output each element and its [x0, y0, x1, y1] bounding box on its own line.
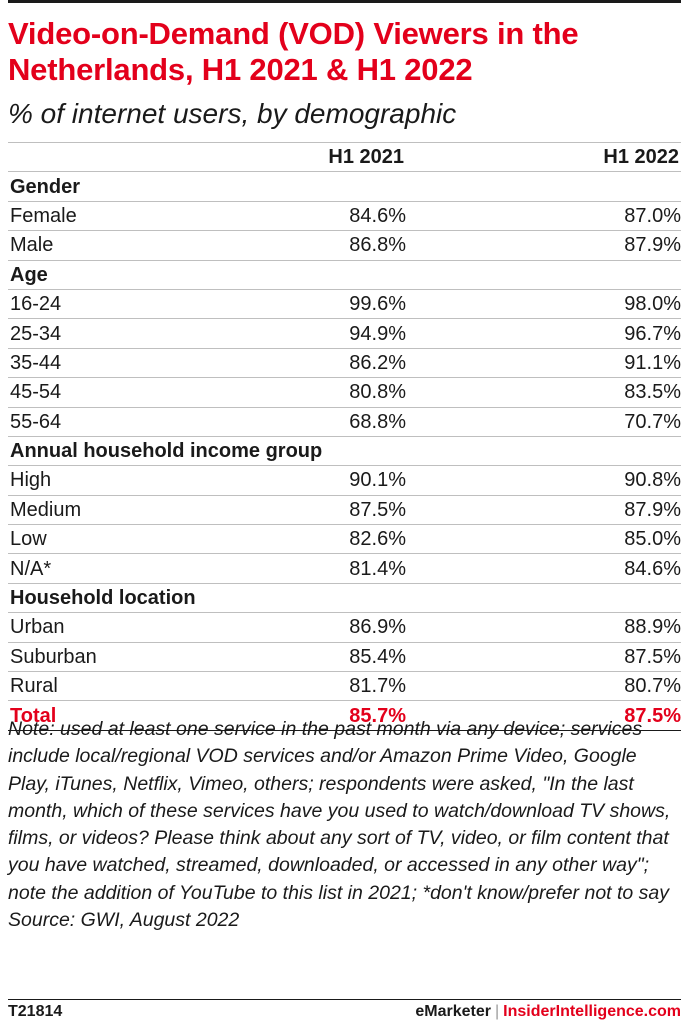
table-row: High 90.1% 90.8%: [8, 465, 681, 496]
table-body: Gender Female 84.6% 87.0% Male 86.8% 87.9% Age 1…: [8, 171, 681, 731]
value-h1-2022: 87.0%: [406, 201, 681, 232]
group-row: Annual household income group: [8, 436, 681, 467]
table-row: 25-34 94.9% 96.7%: [8, 318, 681, 349]
group-row: Household location: [8, 583, 681, 614]
table-row: Suburban 85.4% 87.5%: [8, 642, 681, 673]
value-h1-2021: 90.1%: [308, 465, 406, 496]
top-rule: [8, 0, 681, 3]
row-label: Suburban: [8, 642, 308, 673]
value-h1-2022: 80.7%: [406, 671, 681, 702]
table-row: Urban 86.9% 88.9%: [8, 612, 681, 643]
value-h1-2021: 87.5%: [308, 495, 406, 526]
source-text: Source: GWI, August 2022: [8, 909, 240, 932]
brand-separator: |: [495, 1003, 500, 1020]
value-h1-2022: 83.5%: [406, 377, 681, 408]
total-label: Total: [8, 700, 308, 731]
table-row: Female 84.6% 87.0%: [8, 201, 681, 232]
value-h1-2021: 86.9%: [308, 612, 406, 643]
note-text: Note: used at least one service in the p…: [8, 718, 671, 904]
row-label: Rural: [8, 671, 308, 702]
value-h1-2022: 85.0%: [406, 524, 681, 555]
row-label: Low: [8, 524, 308, 555]
group-row: Age: [8, 260, 681, 290]
table-row: Low 82.6% 85.0%: [8, 524, 681, 555]
value-h1-2021: 84.6%: [308, 201, 406, 232]
row-label: 35-44: [8, 348, 308, 379]
row-label: High: [8, 465, 308, 496]
row-label: N/A*: [8, 553, 308, 584]
group-label: Annual household income group: [8, 436, 681, 467]
value-h1-2021: 80.8%: [308, 377, 406, 408]
row-label: 25-34: [8, 318, 308, 349]
table-row: 55-64 68.8% 70.7%: [8, 407, 681, 437]
group-label: Age: [8, 260, 681, 290]
value-h1-2021: 81.7%: [308, 671, 406, 702]
value-h1-2021: 68.8%: [308, 407, 406, 437]
value-h1-2021: 86.2%: [308, 348, 406, 379]
table-row: 35-44 86.2% 91.1%: [8, 348, 681, 379]
chart-title: Video-on-Demand (VOD) Viewers in the Net…: [8, 16, 579, 87]
table-row: 16-24 99.6% 98.0%: [8, 289, 681, 320]
data-table: H1 2021 H1 2022 Gender Female 84.6% 87.0% Ma…: [8, 142, 681, 731]
row-label: Medium: [8, 495, 308, 526]
brand-footer: eMarketer | InsiderIntelligence.com: [415, 1003, 681, 1021]
value-h1-2022: 70.7%: [406, 407, 681, 437]
total-h1-2022: 87.5%: [406, 700, 681, 731]
value-h1-2021: 81.4%: [308, 553, 406, 584]
value-h1-2022: 90.8%: [406, 465, 681, 496]
value-h1-2022: 87.9%: [406, 495, 681, 526]
brand-insider-intelligence: InsiderIntelligence.com: [503, 1003, 681, 1020]
total-h1-2021: 85.7%: [308, 700, 406, 731]
value-h1-2022: 98.0%: [406, 289, 681, 320]
column-header-label: [8, 142, 308, 173]
table-row: Male 86.8% 87.9%: [8, 230, 681, 261]
value-h1-2022: 87.5%: [406, 642, 681, 673]
row-label: 16-24: [8, 289, 308, 320]
notes-block: Note: used at least one service in the p…: [8, 716, 680, 934]
column-header-h1-2021: H1 2021: [308, 142, 406, 173]
group-row: Gender: [8, 171, 681, 202]
value-h1-2022: 96.7%: [406, 318, 681, 349]
value-h1-2022: 84.6%: [406, 553, 681, 584]
table-row: Medium 87.5% 87.9%: [8, 495, 681, 526]
value-h1-2021: 99.6%: [308, 289, 406, 320]
value-h1-2021: 94.9%: [308, 318, 406, 349]
row-label: Female: [8, 201, 308, 232]
header-row: H1 2021 H1 2022: [8, 142, 681, 173]
footer-rule: [8, 999, 681, 1000]
table-row: Rural 81.7% 80.7%: [8, 671, 681, 702]
value-h1-2022: 91.1%: [406, 348, 681, 379]
chart-subtitle: % of internet users, by demographic: [8, 98, 457, 129]
total-row: Total 85.7% 87.5%: [8, 700, 681, 731]
value-h1-2021: 86.8%: [308, 230, 406, 261]
table-row: 45-54 80.8% 83.5%: [8, 377, 681, 408]
row-label: 55-64: [8, 407, 308, 437]
value-h1-2021: 82.6%: [308, 524, 406, 555]
group-label: Household location: [8, 583, 681, 614]
value-h1-2022: 87.9%: [406, 230, 681, 261]
brand-emarketer: eMarketer: [415, 1003, 492, 1020]
column-header-h1-2022: H1 2022: [406, 142, 681, 173]
group-label: Gender: [8, 171, 681, 202]
chart-id: T21814: [8, 1003, 63, 1020]
row-label: Male: [8, 230, 308, 261]
value-h1-2021: 85.4%: [308, 642, 406, 673]
row-label: Urban: [8, 612, 308, 643]
table-row: N/A* 81.4% 84.6%: [8, 553, 681, 584]
row-label: 45-54: [8, 377, 308, 408]
value-h1-2022: 88.9%: [406, 612, 681, 643]
